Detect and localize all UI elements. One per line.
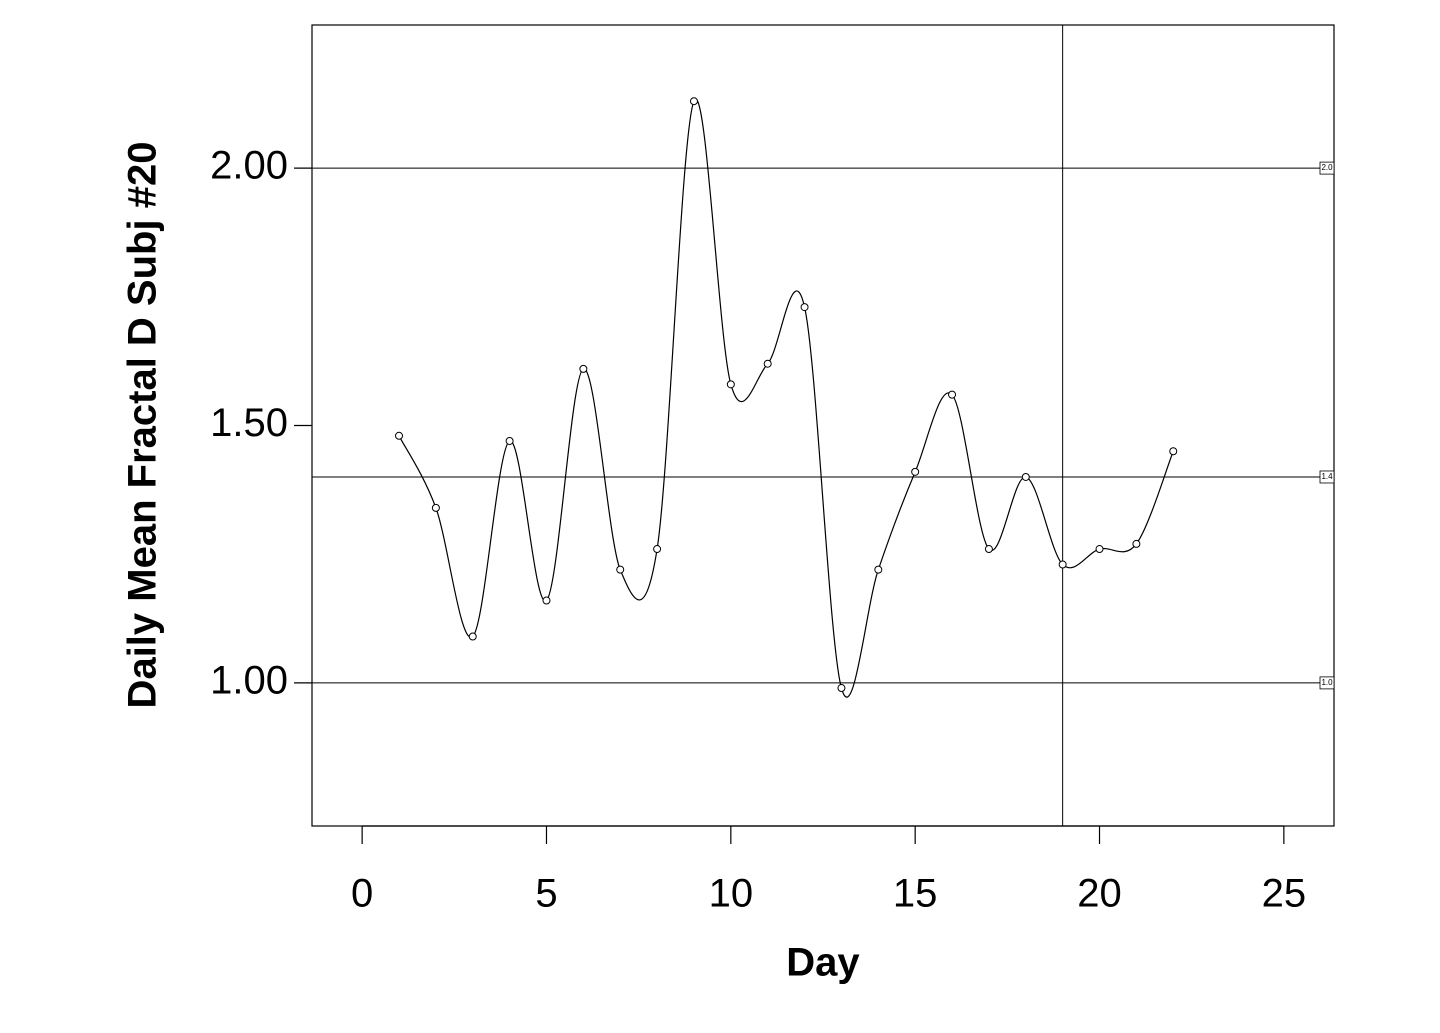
data-point	[1058, 560, 1067, 569]
data-point	[984, 545, 993, 554]
data-point	[911, 467, 920, 476]
data-point	[763, 359, 772, 368]
reference-label-box	[1319, 161, 1335, 175]
reference-label-box	[1319, 470, 1335, 484]
x-tick-label: 5	[535, 872, 557, 916]
plot-frame	[311, 24, 1335, 827]
y-tick-label: 1.50	[210, 401, 288, 445]
x-tick-label: 10	[709, 872, 754, 916]
data-point	[616, 565, 625, 574]
data-point	[874, 565, 883, 574]
data-point	[1021, 472, 1030, 481]
data-point	[505, 436, 514, 445]
data-point	[579, 364, 588, 373]
y-tick-label: 1.00	[210, 658, 288, 702]
data-line	[398, 98, 1174, 698]
data-point	[948, 390, 957, 399]
x-axis-title: Day	[786, 941, 860, 985]
data-point	[542, 596, 551, 605]
reference-label-box	[1319, 676, 1335, 690]
data-point	[689, 97, 698, 106]
y-axis-title: Daily Mean Fractal D Subj #20	[121, 142, 165, 709]
data-point	[468, 632, 477, 641]
x-tick-label: 20	[1077, 872, 1122, 916]
data-point	[1169, 447, 1178, 456]
x-tick-label: 15	[893, 872, 938, 916]
reference-label: 2.0	[1321, 163, 1333, 172]
data-point	[726, 380, 735, 389]
reference-label: 1.4	[1321, 472, 1333, 481]
data-point	[653, 545, 662, 554]
x-tick-label: 0	[351, 872, 373, 916]
data-point	[395, 431, 404, 440]
y-tick-label: 2.00	[210, 144, 288, 188]
data-point	[1095, 545, 1104, 554]
data-point	[431, 503, 440, 512]
data-point	[837, 684, 846, 693]
reference-label: 1.0	[1321, 678, 1333, 687]
data-point	[1132, 539, 1141, 548]
x-tick-label: 25	[1262, 872, 1307, 916]
data-point	[800, 303, 809, 312]
